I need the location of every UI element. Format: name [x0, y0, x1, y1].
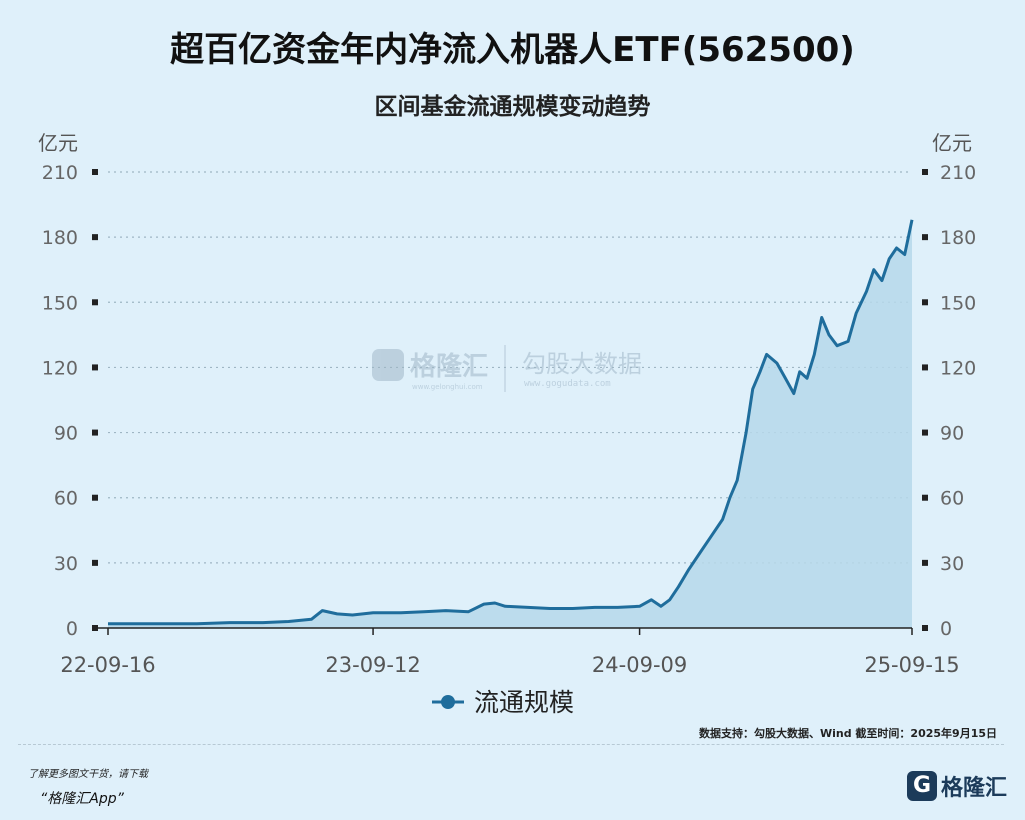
series-line [108, 219, 914, 626]
y-tick-mark-left [92, 364, 98, 371]
promo-app-name: “格隆汇App” [40, 791, 124, 807]
y-tick-label-right: 30 [940, 553, 964, 575]
x-tick-label: 22-09-16 [60, 653, 155, 677]
legend-label: 流通规模 [474, 688, 574, 717]
y-tick-mark-right [922, 169, 928, 175]
watermark-brand2: 勾股大数据 [522, 350, 642, 378]
y-tick-label-left: 90 [54, 423, 78, 445]
watermark-logo-icon [372, 349, 404, 381]
y-tick-label-right: 180 [940, 227, 976, 249]
y-tick-label-right: 0 [940, 618, 952, 640]
chart-subtitle: 区间基金流通规模变动趋势 [374, 94, 651, 120]
y-tick-mark-left [92, 559, 98, 566]
y-tick-label-left: 0 [66, 618, 78, 640]
series-area [108, 219, 912, 629]
y-axis-unit-left: 亿元 [38, 131, 78, 155]
y-axis-unit-right: 亿元 [932, 131, 972, 155]
y-tick-mark-left [92, 429, 98, 436]
y-tick-label-left: 60 [54, 488, 78, 510]
y-tick-label-left: 210 [42, 162, 78, 184]
y-tick-mark-right [922, 494, 928, 501]
y-tick-label-right: 90 [940, 423, 964, 445]
x-tick-label: 23-09-12 [325, 653, 420, 677]
y-tick-label-left: 120 [42, 357, 78, 379]
footer-divider [18, 744, 1004, 745]
legend: 流通规模 [432, 688, 574, 717]
y-tick-label-right: 150 [940, 292, 976, 314]
y-tick-mark-right [922, 234, 928, 241]
y-tick-mark-left [92, 299, 98, 306]
y-tick-label-left: 150 [42, 292, 78, 314]
y-tick-mark-right [922, 429, 928, 436]
y-tick-mark-right [922, 625, 928, 631]
logo-mark-icon: G [906, 771, 937, 801]
y-tick-mark-right [922, 559, 928, 566]
y-tick-mark-left [92, 169, 98, 175]
watermark-brand1: 格隆汇 [410, 351, 488, 382]
promo-text: 了解更多图文干货，请下载 [28, 769, 148, 780]
y-tick-mark-left [92, 625, 98, 631]
y-tick-mark-right [922, 364, 928, 371]
chart-title: 超百亿资金年内净流入机器人ETF(562500) [170, 30, 855, 70]
legend-marker-icon [441, 695, 455, 709]
x-tick-label: 25-09-15 [864, 653, 959, 677]
y-tick-label-right: 60 [940, 488, 964, 510]
brand-logo: G 格隆汇 [906, 770, 1007, 802]
watermark-brand1-url: www.gelonghui.com [412, 383, 483, 391]
data-source-note: 数据支持：勾股大数据、Wind 截至时间：2025年9月15日 [698, 727, 997, 740]
y-tick-label-right: 120 [940, 357, 976, 379]
y-tick-mark-right [922, 299, 928, 306]
y-tick-label-left: 180 [42, 227, 78, 249]
y-tick-label-left: 30 [54, 553, 78, 575]
watermark-brand2-url: www.gogudata.com [524, 379, 611, 389]
logo-text: 格隆汇 [940, 776, 1007, 801]
y-tick-mark-left [92, 234, 98, 241]
y-tick-mark-left [92, 494, 98, 501]
x-tick-label: 24-09-09 [592, 653, 687, 677]
y-tick-label-right: 210 [940, 162, 976, 184]
